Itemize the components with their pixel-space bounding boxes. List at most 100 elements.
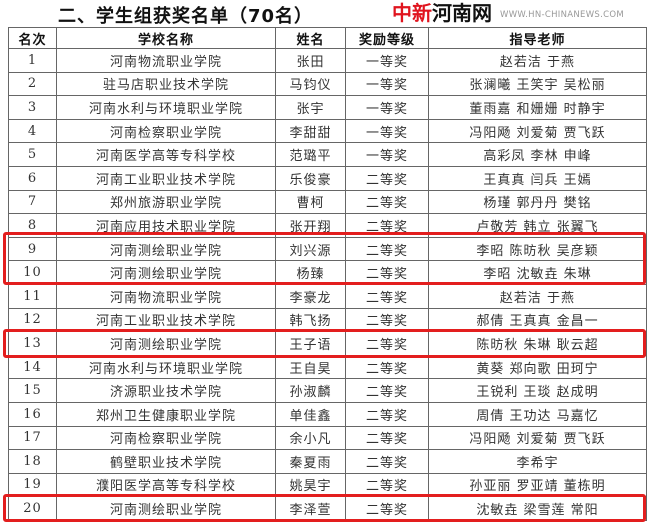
cell-teachers: 高彩凤 李林 申峰 [428,142,647,167]
table-row: 15 济源职业技术学院 孙淑麟 二等奖 王锐利 王琰 赵成明 [8,378,647,403]
cell-student-name: 李豪龙 [275,283,346,309]
cell-student-name: 韩飞扬 [275,307,346,333]
cell-teachers: 周倩 王功达 马嘉忆 [428,401,647,427]
header-teachers: 指导老师 [428,27,647,49]
cell-teachers: 冯阳飏 刘爱菊 贾飞跃 [428,425,647,451]
cell-award-level: 二等奖 [345,354,429,380]
cell-rank: 17 [8,425,57,451]
cell-student-name: 乐俊豪 [275,165,346,191]
table-row: 16 郑州卫生健康职业学院 单佳鑫 二等奖 周倩 王功达 马嘉忆 [8,401,647,427]
table-row: 12 河南工业职业技术学院 韩飞扬 二等奖 郝倩 王真真 金昌一 [8,307,647,333]
cell-student-name: 刘兴源 [275,236,346,262]
cell-award-level: 二等奖 [345,165,429,191]
cell-school: 河南检察职业学院 [56,118,276,144]
cell-rank: 3 [8,95,57,120]
header-award: 奖励等级 [345,27,429,49]
cell-school: 濮阳医学高等专科学校 [56,472,276,498]
cell-student-name: 孙淑麟 [275,378,346,403]
section-title: 二、学生组获奖名单（70名） [58,6,314,27]
cell-student-name: 曹柯 [275,189,346,215]
cell-school: 郑州旅游职业学院 [56,189,276,215]
cell-rank: 1 [8,48,57,73]
cell-school: 河南水利与环境职业学院 [56,95,276,120]
cell-award-level: 二等奖 [345,213,429,238]
cell-teachers: 沈敏垚 梁雪莲 常阳 [428,496,647,521]
cell-school: 鹤壁职业技术学院 [56,449,276,474]
cell-school: 河南工业职业技术学院 [56,165,276,191]
cell-school: 河南测绘职业学院 [56,496,276,521]
table-row: 3 河南水利与环境职业学院 张宇 一等奖 董雨嘉 和姗姗 时静宇 [8,95,647,120]
cell-school: 河南测绘职业学院 [56,236,276,262]
table-row: 7 郑州旅游职业学院 曹柯 二等奖 杨瑾 郭丹丹 樊铭 [8,189,647,215]
cell-student-name: 范璐平 [275,142,346,167]
cell-rank: 11 [8,283,57,309]
cell-teachers: 李昭 陈昉秋 吴彦颖 [428,236,647,262]
cell-rank: 16 [8,401,57,427]
table-row: 11 河南物流职业学院 李豪龙 二等奖 赵若洁 于燕 [8,283,647,309]
watermark-logo-black: 河南网 [432,1,492,25]
cell-teachers: 孙亚丽 罗亚靖 董栋明 [428,472,647,498]
cell-rank: 7 [8,189,57,215]
watermark-logo-red: 中新 [392,1,432,25]
cell-school: 河南检察职业学院 [56,425,276,451]
cell-award-level: 二等奖 [345,496,429,521]
cell-rank: 2 [8,71,57,97]
table-row: 1 河南物流职业学院 张田 一等奖 赵若洁 于燕 [8,48,647,73]
header-school: 学校名称 [56,27,276,49]
table-row: 20 河南测绘职业学院 李泽萱 二等奖 沈敏垚 梁雪莲 常阳 [8,496,647,521]
cell-award-level: 一等奖 [345,118,429,144]
cell-teachers: 冯阳飏 刘爱菊 贾飞跃 [428,118,647,144]
cell-award-level: 一等奖 [345,71,429,97]
cell-award-level: 二等奖 [345,449,429,474]
cell-school: 济源职业技术学院 [56,378,276,403]
cell-award-level: 二等奖 [345,236,429,262]
table-row: 13 河南测绘职业学院 王子语 二等奖 陈昉秋 朱琳 耿云超 [8,331,647,356]
watermark-url: WWW.HN-CHINANEWS.COM [500,10,624,20]
cell-award-level: 二等奖 [345,401,429,427]
cell-award-level: 二等奖 [345,331,429,356]
cell-student-name: 王自昊 [275,354,346,380]
cell-school: 河南水利与环境职业学院 [56,354,276,380]
cell-teachers: 郝倩 王真真 金昌一 [428,307,647,333]
cell-teachers: 李希宇 [428,449,647,474]
cell-student-name: 李泽萱 [275,496,346,521]
cell-award-level: 二等奖 [345,260,429,285]
cell-school: 河南测绘职业学院 [56,331,276,356]
cell-rank: 19 [8,472,57,498]
cell-award-level: 二等奖 [345,189,429,215]
cell-award-level: 二等奖 [345,472,429,498]
table-row: 10 河南测绘职业学院 杨臻 二等奖 李昭 沈敏垚 朱琳 [8,260,647,285]
cell-award-level: 一等奖 [345,48,429,73]
cell-teachers: 赵若洁 于燕 [428,48,647,73]
cell-rank: 13 [8,331,57,356]
table-row: 5 河南医学高等专科学校 范璐平 一等奖 高彩凤 李林 申峰 [8,142,647,167]
cell-school: 河南物流职业学院 [56,48,276,73]
cell-school: 驻马店职业技术学院 [56,71,276,97]
header-name: 姓名 [275,27,346,49]
cell-teachers: 陈昉秋 朱琳 耿云超 [428,331,647,356]
cell-student-name: 王子语 [275,331,346,356]
table-row: 9 河南测绘职业学院 刘兴源 二等奖 李昭 陈昉秋 吴彦颖 [8,236,647,262]
cell-teachers: 王真真 闫兵 王嫣 [428,165,647,191]
cell-teachers: 赵若洁 于燕 [428,283,647,309]
table-row: 8 河南应用技术职业学院 张开翔 二等奖 卢敬芳 韩立 张翼飞 [8,213,647,238]
cell-school: 河南工业职业技术学院 [56,307,276,333]
cell-award-level: 二等奖 [345,378,429,403]
cell-student-name: 杨臻 [275,260,346,285]
cell-rank: 4 [8,118,57,144]
cell-teachers: 张澜曦 王笑宇 吴松丽 [428,71,647,97]
cell-school: 河南医学高等专科学校 [56,142,276,167]
table-row: 17 河南检察职业学院 余小凡 二等奖 冯阳飏 刘爱菊 贾飞跃 [8,425,647,451]
cell-rank: 10 [8,260,57,285]
cell-teachers: 王锐利 王琰 赵成明 [428,378,647,403]
cell-teachers: 卢敬芳 韩立 张翼飞 [428,213,647,238]
watermark-logo: 中新河南网 [392,1,492,25]
cell-rank: 18 [8,449,57,474]
cell-rank: 20 [8,496,57,521]
cell-rank: 5 [8,142,57,167]
cell-rank: 8 [8,213,57,238]
cell-teachers: 李昭 沈敏垚 朱琳 [428,260,647,285]
cell-school: 河南测绘职业学院 [56,260,276,285]
table-row: 4 河南检察职业学院 李甜甜 一等奖 冯阳飏 刘爱菊 贾飞跃 [8,118,647,144]
cell-rank: 9 [8,236,57,262]
